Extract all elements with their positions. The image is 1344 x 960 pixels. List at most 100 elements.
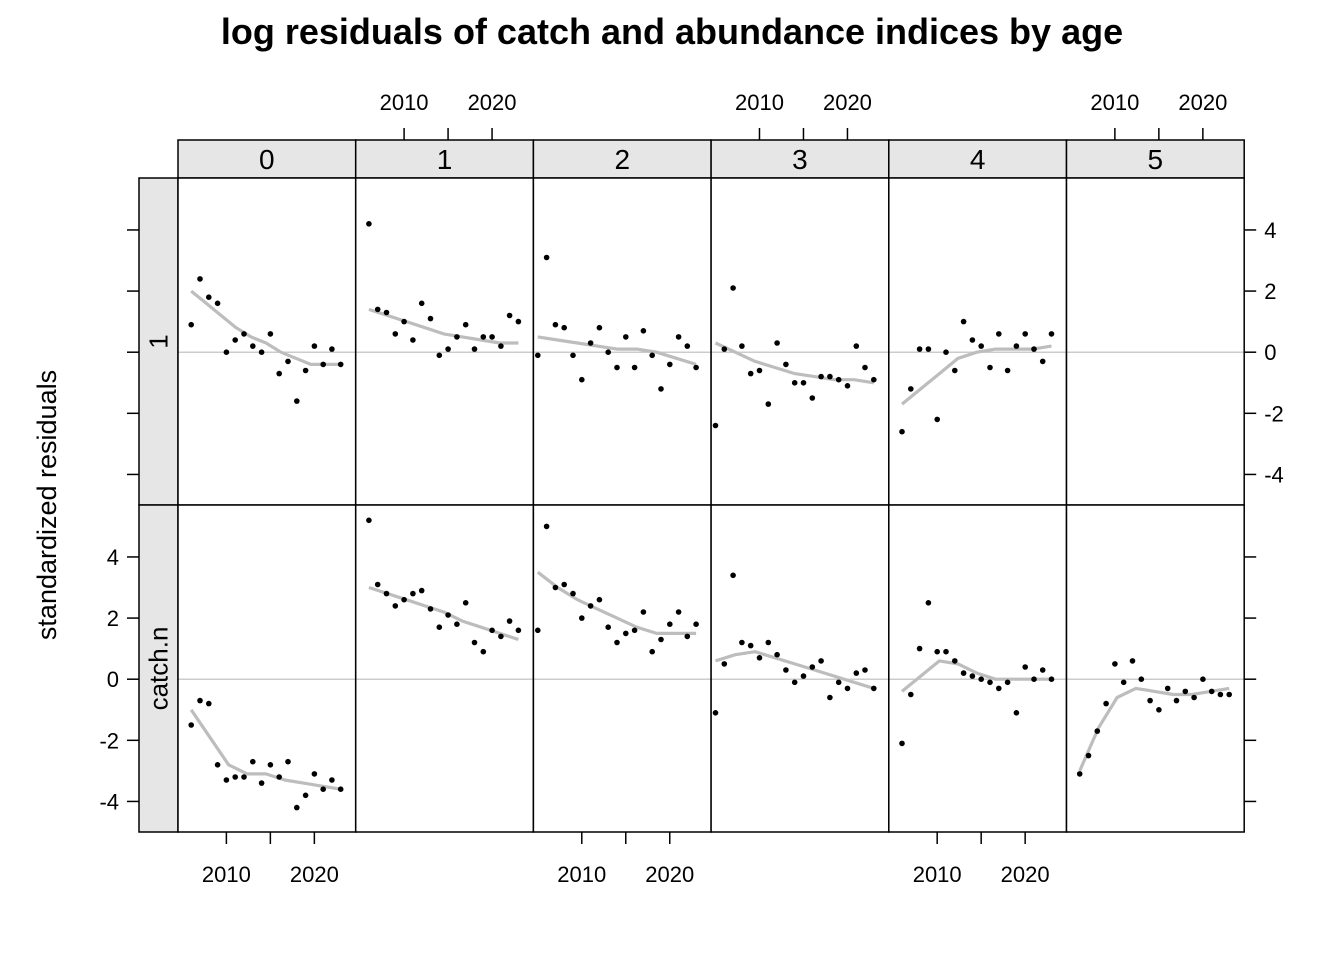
data-point <box>969 337 976 343</box>
panel-1-age-1 <box>354 177 535 506</box>
data-point <box>1004 367 1011 374</box>
data-point <box>960 318 967 325</box>
data-point <box>418 300 425 307</box>
data-point <box>791 679 798 686</box>
data-point <box>188 321 194 328</box>
data-point <box>684 343 691 349</box>
data-point <box>302 792 309 799</box>
data-point <box>783 361 789 368</box>
data-point <box>916 645 923 652</box>
data-point <box>374 581 381 588</box>
data-point <box>552 584 559 591</box>
data-point <box>658 386 664 392</box>
data-point <box>552 321 559 328</box>
data-point <box>1147 697 1153 704</box>
panel-background <box>1066 505 1245 832</box>
y-tick-label: 2 <box>107 606 119 631</box>
x-tick-label: 2020 <box>823 90 872 115</box>
data-point <box>978 676 984 682</box>
strip-age-1 <box>354 139 535 179</box>
data-point <box>1039 358 1046 365</box>
data-point <box>809 395 816 401</box>
data-point <box>311 771 318 777</box>
data-point <box>320 361 327 368</box>
data-point <box>631 364 638 371</box>
data-point <box>844 383 851 389</box>
data-point <box>471 639 478 646</box>
panel-catch-n-age-1 <box>354 504 535 833</box>
data-point <box>791 380 798 386</box>
data-point <box>535 627 541 634</box>
smoother-line <box>714 341 875 385</box>
data-point <box>614 639 620 646</box>
data-point <box>916 346 923 352</box>
data-point <box>302 367 309 374</box>
panel-background <box>888 505 1067 832</box>
data-point <box>276 370 283 377</box>
data-point <box>783 667 789 673</box>
data-point <box>765 639 772 646</box>
data-point <box>800 380 807 386</box>
y-tick-label: -4 <box>1264 462 1284 487</box>
panel-1-age-5 <box>1065 177 1245 506</box>
panel-1-age-2 <box>532 177 712 506</box>
data-point <box>294 398 300 404</box>
data-point <box>337 786 344 792</box>
smoother-line <box>537 335 697 366</box>
data-point <box>818 658 824 664</box>
data-point <box>658 636 664 643</box>
data-point <box>640 609 647 615</box>
x-tick-label: 2020 <box>1178 90 1227 115</box>
data-point <box>960 670 967 676</box>
data-point <box>206 294 212 301</box>
data-point <box>498 633 504 640</box>
data-point <box>1129 658 1136 664</box>
x-tick-label: 2010 <box>735 90 784 115</box>
data-point <box>436 352 443 359</box>
data-point <box>614 364 620 371</box>
data-point <box>241 331 247 337</box>
smoother-line <box>190 289 341 366</box>
data-point <box>908 691 914 698</box>
data-point <box>667 621 673 627</box>
data-point <box>721 346 728 352</box>
data-point <box>712 422 719 429</box>
x-tick-label: 2020 <box>290 862 339 887</box>
data-point <box>570 590 576 597</box>
data-point <box>1103 700 1109 707</box>
data-point <box>1217 691 1224 698</box>
x-tick-label: 2010 <box>380 90 429 115</box>
data-point <box>1120 679 1127 686</box>
data-point <box>587 340 594 346</box>
panel-catch-n-age-2 <box>532 504 712 833</box>
data-point <box>258 780 265 786</box>
data-point <box>774 651 780 658</box>
data-point <box>756 367 763 374</box>
data-point <box>1022 331 1028 337</box>
data-point <box>969 673 976 679</box>
panel-1-age-0 <box>177 177 357 506</box>
data-point <box>1200 676 1206 682</box>
data-point <box>543 254 550 261</box>
data-point <box>649 648 655 655</box>
panels-layer: 0 1 2 3 4 5 1 catch.n <box>138 139 1245 833</box>
smoother-line <box>900 344 1052 406</box>
y-tick-label: -2 <box>1264 401 1284 426</box>
data-point <box>908 386 914 392</box>
data-point <box>515 318 522 325</box>
panel-background <box>533 505 712 832</box>
data-point <box>684 633 691 640</box>
data-point <box>631 627 638 634</box>
data-point <box>925 346 932 352</box>
data-point <box>1191 694 1197 701</box>
data-point <box>730 285 736 291</box>
data-point <box>809 664 816 670</box>
y-tick-label: 0 <box>1264 340 1276 365</box>
panel-1-age-4 <box>888 177 1068 506</box>
row-strip-label-1: 1 <box>144 334 174 348</box>
data-point <box>232 774 238 780</box>
data-point <box>739 639 745 646</box>
data-point <box>329 777 335 783</box>
data-point <box>241 774 247 780</box>
data-point <box>987 364 993 371</box>
